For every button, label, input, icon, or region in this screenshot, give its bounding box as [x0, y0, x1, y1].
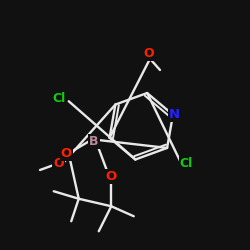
Text: Cl: Cl — [180, 157, 193, 170]
Text: O: O — [144, 47, 154, 60]
Text: O: O — [54, 157, 64, 170]
Text: B: B — [89, 135, 99, 148]
Text: O: O — [60, 147, 72, 160]
Text: N: N — [169, 108, 180, 121]
Text: Cl: Cl — [52, 92, 66, 105]
Text: O: O — [106, 170, 117, 183]
